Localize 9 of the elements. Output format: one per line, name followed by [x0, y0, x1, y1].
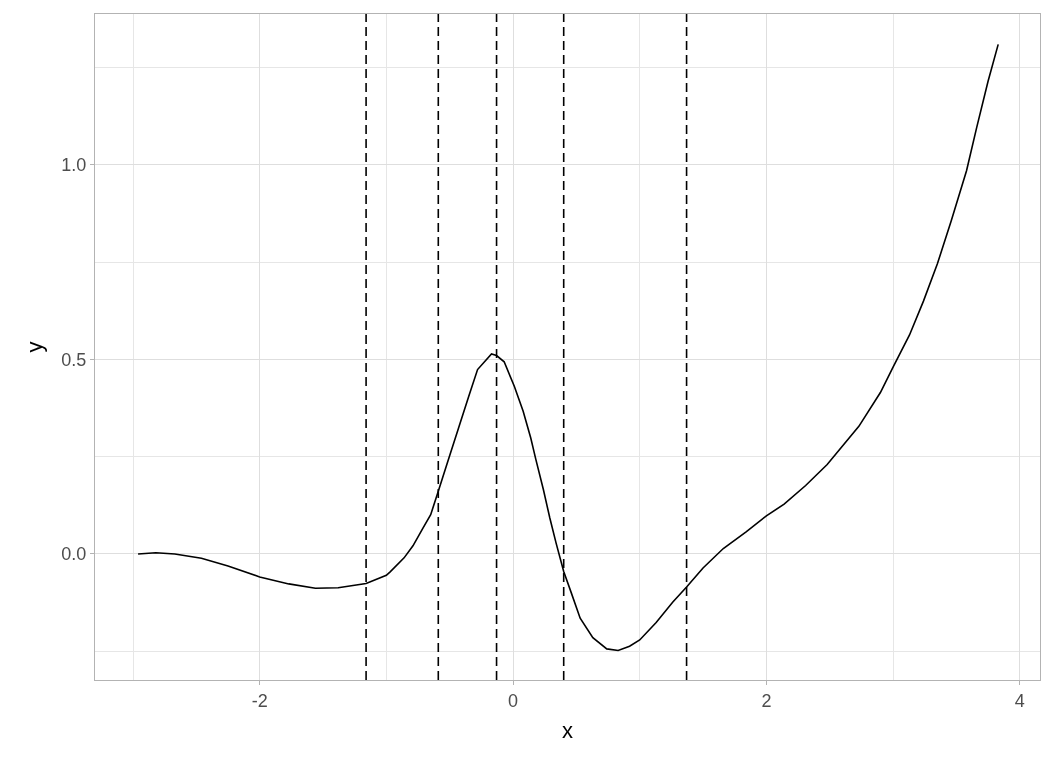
y-axis-title: y [22, 341, 48, 353]
x-axis-title: x [562, 717, 573, 743]
x-tick-label: 4 [1014, 690, 1025, 711]
x-tick-label: -2 [251, 690, 268, 711]
x-tick-label: 0 [508, 690, 519, 711]
y-tick-label: 0.0 [61, 544, 87, 565]
y-tick-label: 0.5 [61, 349, 87, 370]
x-tick-label: 2 [761, 690, 772, 711]
y-tick-label: 1.0 [61, 155, 87, 176]
